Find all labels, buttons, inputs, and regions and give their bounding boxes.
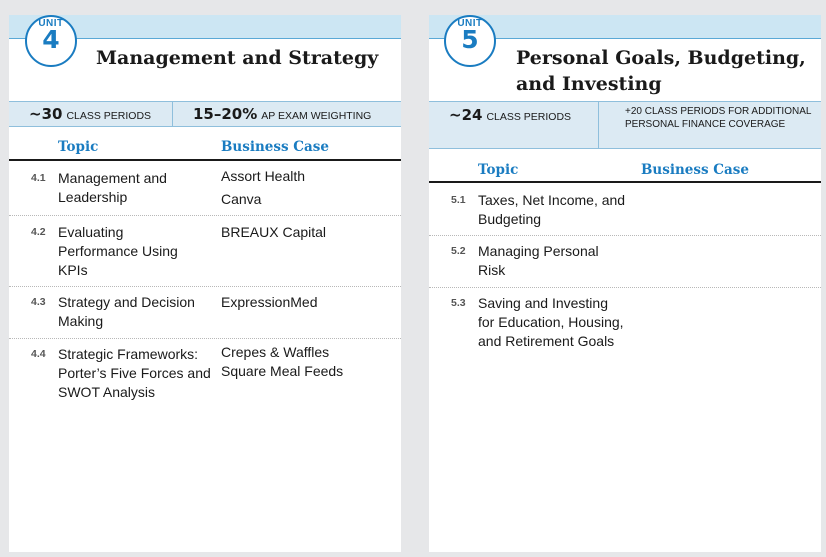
extra-periods-note: +20 CLASS PERIODS FOR ADDITIONAL PERSONA…	[625, 106, 812, 130]
topic-number: 5.1	[451, 194, 466, 206]
unit-4-card: UNIT 4 Management and Strategy ~30 CLASS …	[9, 15, 401, 552]
exam-weighting-label: AP EXAM WEIGHTING	[261, 110, 372, 122]
unit-title-line: Personal Goals, Budgeting,	[516, 47, 806, 69]
unit-stats-band: ~30 CLASS PERIODS 15–20% AP EXAM WEIGHTING	[9, 101, 401, 127]
topic-column-header: Topic	[58, 139, 99, 155]
unit-number: 5	[461, 25, 479, 54]
row-divider	[9, 338, 401, 339]
row-divider	[429, 287, 821, 288]
class-periods-stat: ~30 CLASS PERIODS	[29, 102, 151, 126]
row-divider	[429, 235, 821, 236]
unit-label: UNIT	[457, 18, 483, 29]
exam-weighting-value: 15–20%	[193, 105, 258, 123]
exam-weighting-stat: 15–20% AP EXAM WEIGHTING	[193, 102, 371, 126]
topic-column-header: Topic	[478, 162, 519, 178]
class-periods-label: CLASS PERIODS	[66, 110, 152, 122]
row-divider	[9, 286, 401, 287]
unit-5-card: UNIT 5 Personal Goals, Budgeting, and In…	[429, 15, 821, 552]
class-periods-value: ~30	[29, 105, 63, 123]
unit-title-line: and Investing	[516, 73, 662, 95]
unit-badge: UNIT 5	[444, 15, 496, 67]
topic-text: Managing Personal Risk	[478, 243, 599, 278]
class-periods-stat: ~24 CLASS PERIODS	[449, 106, 571, 152]
business-case: Square Meal Feeds	[221, 363, 344, 379]
header-rule	[429, 181, 821, 183]
business-case: BREAUX Capital	[221, 224, 327, 240]
topic-text: Saving and Investing for Education, Hous…	[478, 295, 624, 349]
topic-number: 4.2	[31, 226, 46, 238]
class-periods-value: ~24	[449, 106, 483, 124]
topic-number: 5.2	[451, 245, 466, 257]
unit-number: 4	[42, 25, 60, 54]
business-case: ExpressionMed	[221, 294, 318, 310]
business-cases: BREAUX Capital	[221, 221, 326, 244]
business-cases: Crepes & Waffles Square Meal Feeds	[221, 343, 343, 381]
business-case-column-header: Business Case	[641, 162, 749, 178]
business-cases: ExpressionMed	[221, 291, 318, 314]
topic-text: Evaluating Performance Using KPIs	[58, 224, 178, 278]
class-periods-label: CLASS PERIODS	[486, 111, 572, 123]
topic-text: Taxes, Net Income, and Budgeting	[478, 192, 626, 227]
unit-stats-band: ~24 CLASS PERIODS +20 CLASS PERIODS FOR A…	[429, 101, 821, 149]
business-case: Crepes & Waffles	[221, 344, 330, 360]
unit-badge: UNIT 4	[25, 15, 77, 67]
row-divider	[9, 215, 401, 216]
topic-number: 5.3	[451, 297, 466, 309]
unit-title: Personal Goals, Budgeting, and Investing	[516, 45, 806, 97]
stats-divider	[598, 102, 599, 148]
unit-title: Management and Strategy	[96, 47, 379, 69]
topic-number: 4.1	[31, 172, 46, 184]
header-rule	[9, 159, 401, 161]
business-case-column-header: Business Case	[221, 139, 329, 155]
business-case: Canva	[221, 191, 262, 207]
unit-label: UNIT	[38, 18, 64, 29]
stats-divider	[172, 102, 173, 126]
topic-text: Strategy and Decision Making	[58, 294, 195, 329]
topic-text: Strategic Frameworks: Porter’s Five Forc…	[58, 346, 211, 400]
business-case: Assort Health	[221, 168, 306, 184]
topic-text: Management and Leadership	[58, 170, 167, 205]
business-cases: Assort Health Canva	[221, 165, 305, 211]
topic-number: 4.4	[31, 348, 46, 360]
topic-number: 4.3	[31, 296, 46, 308]
